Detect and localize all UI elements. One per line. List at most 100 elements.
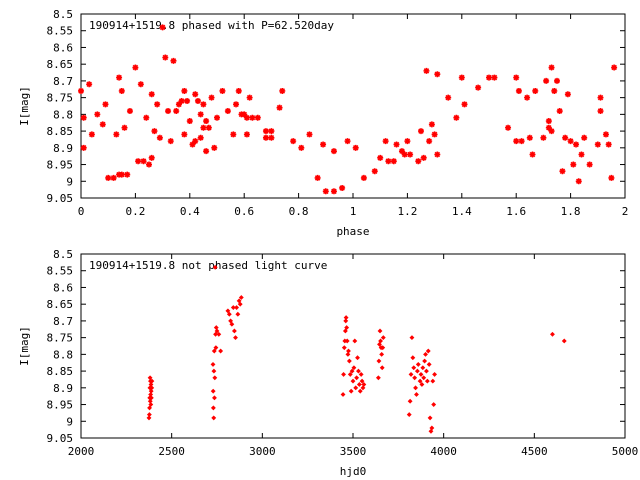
unphased-axis-ticks: 2000 2500 3000 3500 4000 4500 5000 8.5 8.55 8.6 8.… xyxy=(47,248,639,458)
phased-x-axis-label: phase xyxy=(336,225,369,238)
data-point xyxy=(414,368,420,374)
data-point xyxy=(578,151,585,158)
data-point xyxy=(375,375,381,381)
unphased-x-axis-label: hjd0 xyxy=(340,465,367,478)
data-point xyxy=(360,174,367,181)
data-point xyxy=(126,108,133,115)
unphased-x-tick-label: 4500 xyxy=(521,445,548,458)
data-point xyxy=(121,124,128,131)
data-point xyxy=(428,121,435,128)
data-point xyxy=(99,121,106,128)
data-point xyxy=(80,144,87,151)
unphased-y-tick-label: 8.6 xyxy=(53,281,73,294)
data-point xyxy=(428,428,434,434)
phased-x-tick-label: 1.8 xyxy=(561,205,581,218)
data-point xyxy=(189,141,196,148)
data-point xyxy=(423,351,428,357)
data-point xyxy=(561,338,567,344)
data-point xyxy=(605,141,612,148)
data-point xyxy=(556,108,563,115)
data-point xyxy=(575,178,582,185)
data-point xyxy=(205,124,212,131)
data-point xyxy=(420,365,426,371)
data-point xyxy=(594,141,601,148)
data-point xyxy=(345,351,351,357)
data-point xyxy=(148,395,154,401)
data-point xyxy=(214,328,220,334)
data-point xyxy=(548,64,555,71)
phased-y-tick-label: 8.6 xyxy=(53,41,73,54)
data-point xyxy=(425,348,431,354)
phased-axis-ticks: 0 0.2 0.4 0.6 0.8 1 1.2 1.4 1.6 1.8 2 8.5 8.55 8.6 8.6… xyxy=(47,8,629,218)
data-point xyxy=(94,111,101,118)
data-point xyxy=(210,361,216,367)
data-point xyxy=(550,331,555,337)
data-point xyxy=(102,101,109,108)
data-point xyxy=(210,405,216,411)
data-point xyxy=(230,305,236,310)
data-point xyxy=(330,148,337,155)
data-point xyxy=(417,378,423,384)
data-point xyxy=(357,388,363,394)
data-point xyxy=(515,87,522,94)
data-point xyxy=(351,365,357,371)
data-point xyxy=(213,325,219,331)
data-point xyxy=(545,124,552,131)
data-point xyxy=(513,138,520,145)
data-point xyxy=(159,24,166,31)
data-point xyxy=(597,94,604,101)
data-point xyxy=(137,81,144,88)
data-point xyxy=(233,335,238,341)
data-point xyxy=(350,378,356,384)
data-point xyxy=(379,365,385,371)
data-point xyxy=(110,174,117,181)
phased-light-curve-chart: 190914+1519.8 phased with P=62.520day ph… xyxy=(18,8,628,238)
data-point xyxy=(419,382,425,387)
data-point xyxy=(390,158,397,165)
data-point xyxy=(237,301,243,307)
data-point xyxy=(154,101,161,108)
data-point xyxy=(146,415,152,421)
data-point xyxy=(262,128,269,135)
data-point xyxy=(268,134,275,141)
data-point xyxy=(505,124,512,131)
data-point xyxy=(359,378,365,384)
data-point xyxy=(401,151,408,158)
data-point xyxy=(78,87,84,94)
data-point xyxy=(540,134,547,141)
data-point xyxy=(343,315,349,320)
data-point xyxy=(431,131,438,138)
data-point xyxy=(225,308,231,314)
data-point xyxy=(219,87,226,94)
data-point xyxy=(212,375,218,381)
data-point xyxy=(398,148,405,155)
data-point xyxy=(406,412,412,418)
data-point xyxy=(380,335,386,341)
data-point xyxy=(430,378,436,384)
data-point xyxy=(354,375,360,381)
data-point xyxy=(358,372,364,377)
data-point xyxy=(116,74,123,81)
data-point xyxy=(421,375,427,381)
data-point xyxy=(226,311,232,317)
data-point xyxy=(414,392,419,397)
data-point xyxy=(105,174,112,181)
data-point xyxy=(246,94,253,101)
data-point xyxy=(432,372,438,377)
data-point xyxy=(148,154,155,161)
data-point xyxy=(412,375,418,381)
data-point xyxy=(314,174,321,181)
unphased-y-tick-label: 8.85 xyxy=(47,365,74,378)
data-point xyxy=(434,151,441,158)
data-point xyxy=(148,91,155,98)
data-point xyxy=(135,158,142,165)
data-point xyxy=(200,101,207,108)
unphased-y-tick-label: 8.75 xyxy=(47,332,74,345)
data-point xyxy=(214,114,220,121)
phased-x-tick-label: 0 xyxy=(78,205,85,218)
data-point xyxy=(86,81,93,88)
data-point xyxy=(216,331,222,337)
data-point xyxy=(570,161,577,168)
data-point xyxy=(343,318,349,324)
data-point xyxy=(567,138,574,145)
